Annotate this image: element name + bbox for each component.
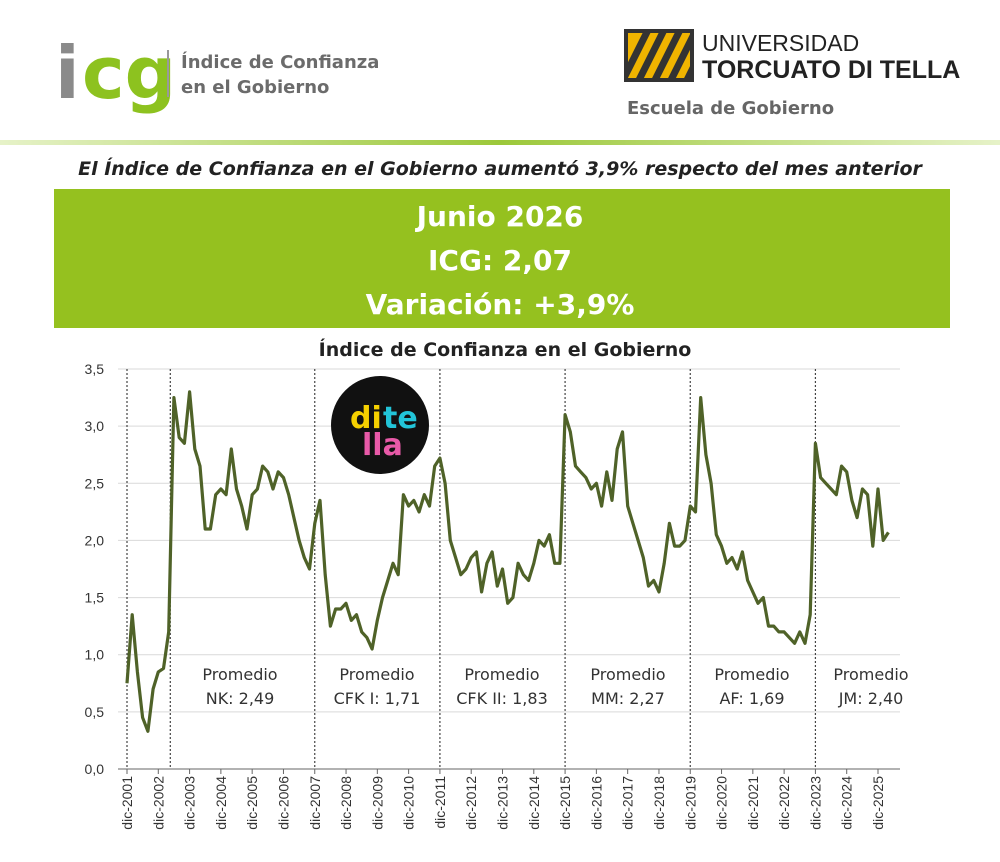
- x-tick-label: dic-2006: [275, 776, 291, 830]
- university-logo: [624, 29, 694, 82]
- logo-text: en el Gobierno: [181, 77, 329, 98]
- x-tick-label: dic-2009: [369, 776, 385, 830]
- period-average: Promedio: [590, 665, 665, 684]
- y-tick-label: 1,0: [85, 647, 105, 663]
- period-average: Promedio: [714, 665, 789, 684]
- x-tick-label: dic-2005: [244, 776, 260, 830]
- university-name: TORCUATO DI TELLA: [702, 56, 960, 84]
- y-tick-label: 1,5: [85, 590, 105, 606]
- banner: [54, 189, 950, 328]
- x-tick-label: dic-2021: [745, 776, 761, 830]
- period-average: Promedio: [202, 665, 277, 684]
- x-tick-label: dic-2016: [588, 776, 604, 830]
- x-tick-label: dic-2015: [557, 776, 573, 830]
- y-tick-label: 0,0: [85, 761, 105, 777]
- banner-line: Variación: +3,9%: [366, 288, 635, 321]
- logo-text: Índice de Confianza: [181, 51, 379, 73]
- period-average: MM: 2,27: [591, 689, 665, 708]
- x-tick-label: dic-2007: [307, 776, 323, 830]
- separator: [0, 140, 1000, 145]
- banner-line: Junio 2026: [415, 200, 584, 233]
- period-average: Promedio: [339, 665, 414, 684]
- y-tick-label: 2,5: [85, 475, 105, 491]
- y-tick-label: 0,5: [85, 704, 105, 720]
- logo-cg: cg: [82, 31, 176, 115]
- x-tick-label: dic-2017: [620, 776, 636, 830]
- logo-i: i: [55, 31, 80, 115]
- x-tick-label: dic-2020: [714, 776, 730, 830]
- x-tick-label: dic-2019: [682, 776, 698, 830]
- series-line: [125, 390, 890, 733]
- school-name: Escuela de Gobierno: [627, 98, 834, 119]
- x-tick-label: dic-2013: [495, 776, 511, 830]
- period-average: NK: 2,49: [206, 689, 275, 708]
- x-tick-label: dic-2023: [807, 776, 823, 830]
- headline: El Índice de Confianza en el Gobierno au…: [78, 157, 923, 180]
- x-tick-label: dic-2010: [401, 776, 417, 830]
- y-tick-label: 2,0: [85, 532, 105, 548]
- plot: 0,0 0,5 1,0 1,5 2,0 2,5 3,0 3,5 dic-2001 dic-2002…: [85, 361, 909, 830]
- badge-text: lla: [362, 428, 403, 463]
- x-tick-label: dic-2012: [463, 776, 479, 830]
- x-tick-label: dic-2014: [526, 776, 542, 830]
- x-tick-label: dic-2011: [432, 776, 448, 829]
- period-average: CFK II: 1,83: [456, 689, 548, 708]
- badge-text: te: [383, 401, 418, 436]
- university-name: UNIVERSIDAD: [702, 30, 859, 56]
- y-tick-label: 3,5: [85, 361, 105, 377]
- x-tick-label: dic-2003: [182, 776, 198, 830]
- badge-text: di: [350, 401, 382, 436]
- banner-line: ICG: 2,07: [428, 244, 572, 277]
- period-average: Promedio: [464, 665, 539, 684]
- x-tick-label: dic-2018: [651, 776, 667, 830]
- x-tick-label: dic-2008: [338, 776, 354, 830]
- x-tick-label: dic-2001: [119, 776, 135, 830]
- x-tick-label: dic-2022: [776, 776, 792, 830]
- x-tick-label: dic-2024: [839, 776, 855, 830]
- x-tick-label: dic-2004: [213, 776, 229, 830]
- y-tick-label: 3,0: [85, 418, 105, 434]
- x-tick-label: dic-2002: [150, 776, 166, 830]
- period-average: JM: 2,40: [838, 689, 904, 708]
- period-average: Promedio: [833, 665, 908, 684]
- chart-title: Índice de Confianza en el Gobierno: [319, 338, 692, 361]
- period-average: AF: 1,69: [719, 689, 784, 708]
- badge: di te lla: [331, 376, 429, 474]
- period-average: CFK I: 1,71: [334, 689, 421, 708]
- x-tick-label: dic-2025: [870, 776, 886, 830]
